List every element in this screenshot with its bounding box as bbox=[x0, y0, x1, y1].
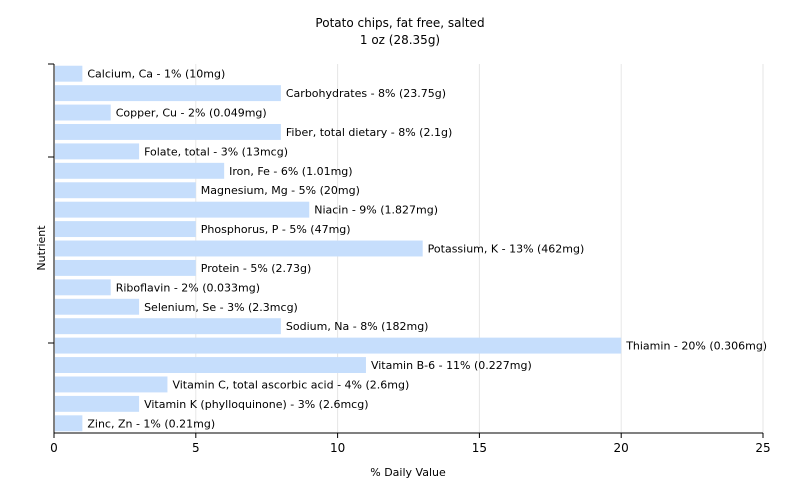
x-tick-label: 0 bbox=[50, 441, 58, 455]
x-tick-label: 5 bbox=[192, 441, 200, 455]
bar-label: Copper, Cu - 2% (0.049mg) bbox=[116, 107, 267, 120]
x-tick-label: 20 bbox=[614, 441, 629, 455]
y-axis-title: Nutrient bbox=[35, 225, 48, 271]
bar bbox=[55, 298, 140, 315]
x-tick-label: 10 bbox=[330, 441, 345, 455]
chart-subtitle: 1 oz (28.35g) bbox=[360, 33, 440, 47]
bar-label: Selenium, Se - 3% (2.3mcg) bbox=[144, 301, 298, 314]
bar-label: Thiamin - 20% (0.306mg) bbox=[625, 340, 767, 353]
bar bbox=[55, 201, 310, 218]
bar bbox=[55, 415, 83, 432]
bar-label: Protein - 5% (2.73g) bbox=[201, 262, 312, 275]
bar bbox=[55, 104, 111, 121]
bar-label: Potassium, K - 13% (462mg) bbox=[428, 243, 585, 256]
bar bbox=[55, 124, 281, 140]
bar-label: Zinc, Zn - 1% (0.21mg) bbox=[87, 417, 215, 430]
bar bbox=[55, 318, 281, 335]
bar bbox=[55, 65, 83, 82]
bar-label: Iron, Fe - 6% (1.01mg) bbox=[229, 165, 352, 178]
x-axis-title: % Daily Value bbox=[370, 466, 446, 479]
bar bbox=[55, 162, 225, 179]
bar-label: Folate, total - 3% (13mcg) bbox=[144, 145, 288, 158]
bars: Calcium, Ca - 1% (10mg) Carbohydrates - 8… bbox=[55, 65, 767, 432]
bar bbox=[55, 240, 423, 257]
bar bbox=[55, 259, 196, 276]
bar bbox=[55, 279, 111, 296]
bar bbox=[55, 85, 281, 102]
bar-label: Phosphorus, P - 5% (47mg) bbox=[201, 223, 351, 236]
bar-label: Sodium, Na - 8% (182mg) bbox=[286, 320, 429, 333]
bar bbox=[55, 182, 196, 199]
bar-label: Vitamin C, total ascorbic acid - 4% (2.6… bbox=[172, 378, 409, 391]
bar-label: Calcium, Ca - 1% (10mg) bbox=[87, 68, 225, 81]
bar bbox=[55, 376, 168, 393]
bar bbox=[55, 357, 366, 373]
bar-label: Vitamin K (phylloquinone) - 3% (2.6mcg) bbox=[144, 398, 368, 411]
x-tick-label: 15 bbox=[472, 441, 487, 455]
bar-label: Fiber, total dietary - 8% (2.1g) bbox=[286, 126, 452, 139]
bar bbox=[55, 395, 140, 412]
bar-label: Niacin - 9% (1.827mg) bbox=[314, 204, 438, 217]
bar bbox=[55, 337, 622, 354]
bar-label: Magnesium, Mg - 5% (20mg) bbox=[201, 184, 360, 197]
bar-label: Carbohydrates - 8% (23.75g) bbox=[286, 87, 446, 100]
axes: 0 5 10 15 20 25 bbox=[48, 63, 771, 455]
bar bbox=[55, 143, 140, 160]
chart-title: Potato chips, fat free, salted bbox=[315, 16, 484, 30]
bar bbox=[55, 221, 196, 238]
x-tick-label: 25 bbox=[755, 441, 770, 455]
bar-label: Riboflavin - 2% (0.033mg) bbox=[116, 281, 260, 294]
bar-label: Vitamin B-6 - 11% (0.227mg) bbox=[371, 359, 532, 372]
